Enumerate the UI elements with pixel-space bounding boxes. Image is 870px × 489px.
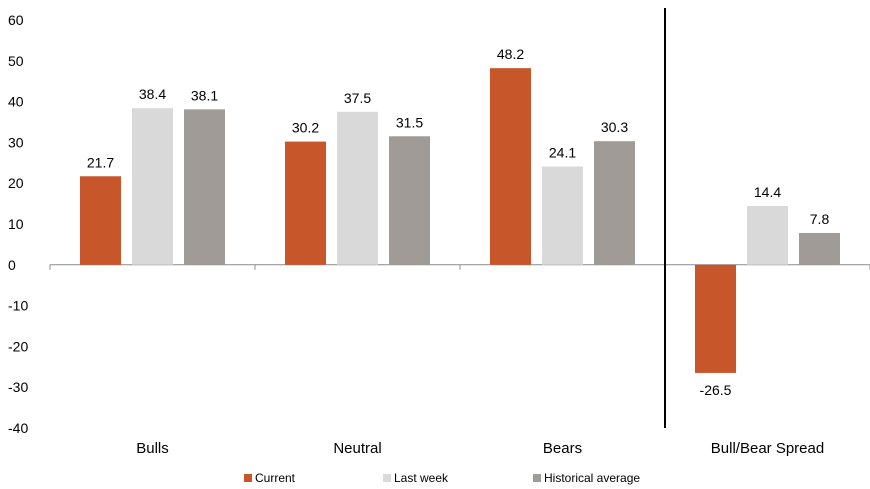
bar	[132, 108, 173, 265]
category-labels: Bulls Neutral Bears Bull/Bear Spread	[136, 440, 824, 457]
y-tick-label: 20	[8, 175, 24, 191]
legend-label: Last week	[394, 471, 449, 485]
bars	[80, 68, 840, 373]
y-tick-label: -20	[8, 338, 28, 354]
legend-label: Historical average	[544, 471, 640, 485]
data-label: 30.2	[292, 120, 319, 136]
bar	[695, 264, 736, 373]
data-label: 38.1	[191, 87, 218, 103]
legend-label: Current	[255, 471, 296, 485]
y-tick-label: -40	[8, 420, 28, 436]
bar	[184, 109, 225, 265]
data-label: 37.5	[344, 90, 371, 106]
legend: Current Last week Historical average	[244, 471, 640, 485]
legend-swatch	[383, 474, 391, 482]
bar	[542, 166, 583, 265]
data-label: 38.4	[139, 86, 166, 102]
data-label: 31.5	[396, 114, 423, 130]
legend-swatch	[533, 474, 541, 482]
data-label: 30.3	[601, 119, 628, 135]
y-tick-label: 50	[8, 53, 24, 69]
y-tick-label: -30	[8, 379, 28, 395]
legend-swatch	[244, 474, 252, 482]
y-tick-label: 60	[8, 12, 24, 28]
category-label: Neutral	[333, 440, 381, 457]
data-label: -26.5	[700, 382, 732, 398]
y-tick-label: -10	[8, 298, 28, 314]
category-label: Bulls	[136, 440, 169, 457]
data-labels: 21.7 30.2 48.2 -26.5 38.4 37.5 24.1 14.4 38.1 31.…	[87, 46, 830, 398]
bar	[80, 176, 121, 265]
bar	[747, 206, 788, 265]
category-label: Bull/Bear Spread	[711, 440, 824, 457]
bar	[594, 141, 635, 265]
bar	[285, 141, 326, 265]
bar	[389, 136, 430, 265]
category-label: Bears	[543, 440, 582, 457]
data-label: 14.4	[754, 184, 781, 200]
data-label: 24.1	[549, 144, 576, 160]
data-label: 7.8	[810, 211, 830, 227]
y-tick-label: 0	[8, 257, 16, 273]
bar	[799, 232, 840, 265]
y-tick-label: 30	[8, 134, 24, 150]
y-tick-label: 40	[8, 94, 24, 110]
data-label: 48.2	[497, 46, 524, 62]
y-axis-ticks: 60 50 40 30 20 10 0 -10 -20 -30 -40	[8, 12, 28, 436]
bar	[490, 68, 531, 265]
bar	[337, 111, 378, 265]
y-tick-label: 10	[8, 216, 24, 232]
data-label: 21.7	[87, 154, 114, 170]
